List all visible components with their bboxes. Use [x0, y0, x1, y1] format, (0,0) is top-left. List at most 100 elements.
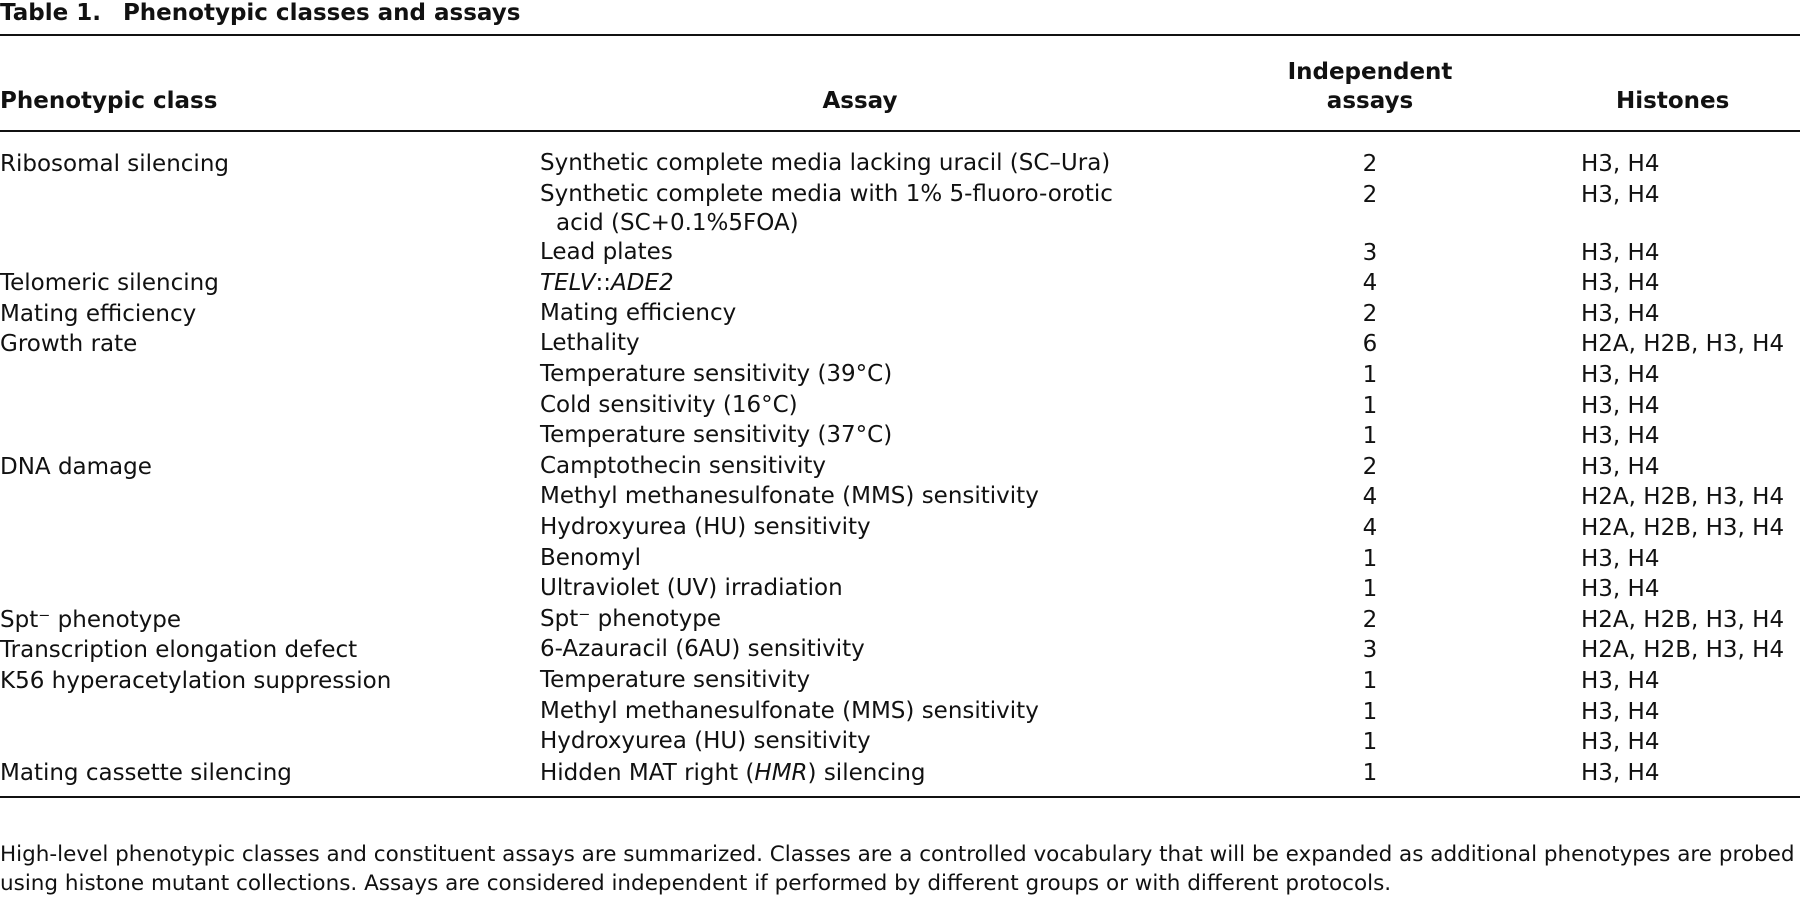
- table-row: Spt⁻ phenotype Spt⁻ phenotype 2 H2A, H2B, H…: [0, 605, 1800, 636]
- class-cell: Mating efficiency: [0, 300, 197, 327]
- column-header: Phenotypic class: [0, 36, 540, 132]
- count-cell: 1: [1180, 757, 1560, 799]
- table-row: Ribosomal silencing Synthetic complete me…: [0, 131, 1800, 180]
- histones-cell: H3, H4: [1560, 757, 1800, 799]
- count-cell: 1: [1362, 361, 1378, 388]
- histones-cell: H2A, H2B, H3, H4: [1581, 331, 1785, 358]
- class-cell: [0, 391, 540, 422]
- assay-italic: HMR: [754, 759, 808, 786]
- table-row: Mating cassette silencing Hidden MAT righ…: [0, 757, 1800, 799]
- class-cell: Growth rate: [0, 331, 138, 358]
- histones-cell: H2A, H2B, H3, H4: [1581, 514, 1785, 541]
- table-row: Telomeric silencing TELV::ADE2 4 H3, H4: [0, 268, 1800, 299]
- table-row: Lead plates 3 H3, H4: [0, 238, 1800, 269]
- histones-cell: H3, H4: [1581, 270, 1660, 297]
- histones-cell: H2A, H2B, H3, H4: [1581, 637, 1785, 664]
- count-cell: 4: [1362, 484, 1378, 511]
- count-cell: 1: [1362, 729, 1378, 756]
- assay-cell: Camptothecin sensitivity: [540, 452, 827, 479]
- histones-cell: H2A, H2B, H3, H4: [1581, 484, 1785, 511]
- assay-cell: 6-Azauracil (6AU) sensitivity: [540, 636, 865, 663]
- count-cell: 1: [1362, 545, 1378, 572]
- histones-cell: H3, H4: [1581, 667, 1660, 694]
- assay-italic: TELV: [540, 270, 596, 297]
- column-header: Histones: [1560, 36, 1800, 132]
- class-cell: [0, 180, 540, 238]
- histones-cell: H3, H4: [1581, 698, 1660, 725]
- table-row: Hydroxyurea (HU) sensitivity 1 H3, H4: [0, 727, 1800, 758]
- table-row: Synthetic complete media with 1% 5-fluor…: [0, 180, 1800, 238]
- column-header: Independent assays: [1180, 36, 1560, 132]
- class-cell: [0, 360, 540, 391]
- class-cell: Mating cassette silencing: [0, 757, 540, 799]
- count-cell: 4: [1362, 270, 1378, 297]
- table-body: Ribosomal silencing Synthetic complete me…: [0, 131, 1800, 799]
- class-cell: Spt⁻ phenotype: [0, 606, 182, 633]
- count-cell: 3: [1362, 239, 1378, 266]
- class-cell: Ribosomal silencing: [0, 151, 230, 177]
- table-title: Table 1. Phenotypic classes and assays: [0, 0, 520, 26]
- histones-cell: H3, H4: [1581, 729, 1660, 756]
- class-cell: [0, 482, 540, 513]
- count-cell: 2: [1362, 151, 1378, 177]
- table-row: Ultraviolet (UV) irradiation 1 H3, H4: [0, 574, 1800, 605]
- class-cell: Transcription elongation defect: [0, 637, 358, 664]
- assay-italic: ADE2: [610, 270, 674, 297]
- class-cell: [0, 421, 540, 452]
- header-row: Phenotypic class Assay Independent assay…: [0, 36, 1800, 132]
- table-row: Methyl methanesulfonate (MMS) sensitivit…: [0, 482, 1800, 513]
- count-cell: 1: [1362, 698, 1378, 725]
- class-cell: Telomeric silencing: [0, 270, 219, 297]
- table-row: K56 hyperacetylation suppression Temperat…: [0, 666, 1800, 697]
- assay-cell: Lead plates: [540, 238, 673, 265]
- histones-cell: H3, H4: [1581, 300, 1660, 327]
- assay-cell: Synthetic complete media with 1% 5-fluor…: [540, 180, 1113, 236]
- table-row: DNA damage Camptothecin sensitivity 2 H3, H…: [0, 452, 1800, 483]
- count-cell: 1: [1362, 423, 1378, 450]
- histones-cell: H3, H4: [1581, 361, 1660, 388]
- count-cell: 1: [1362, 576, 1378, 603]
- count-cell: 2: [1362, 453, 1378, 480]
- count-cell: 2: [1362, 606, 1378, 633]
- top-rule: [0, 34, 1800, 36]
- assay-cell: Lethality: [540, 330, 640, 357]
- assay-cell: Temperature sensitivity (37°C): [540, 422, 893, 449]
- assay-text: ) silencing: [807, 759, 926, 786]
- table-label: Table 1.: [0, 0, 101, 26]
- class-cell: DNA damage: [0, 453, 152, 480]
- histones-cell: H2A, H2B, H3, H4: [1581, 606, 1785, 633]
- assay-cell: Mating efficiency: [540, 299, 737, 326]
- assay-cell: Temperature sensitivity (39°C): [540, 360, 893, 387]
- histones-cell: H3, H4: [1581, 392, 1660, 419]
- column-header-text: Independent assays: [1287, 59, 1453, 114]
- assay-cell: Cold sensitivity (16°C): [540, 391, 798, 418]
- histones-cell: H3, H4: [1581, 576, 1660, 603]
- assay-cell: Methyl methanesulfonate (MMS) sensitivit…: [540, 697, 1039, 724]
- count-cell: 4: [1362, 514, 1378, 541]
- histones-cell: H3, H4: [1581, 453, 1660, 480]
- assay-cell: Temperature sensitivity: [540, 666, 811, 693]
- count-cell: 2: [1362, 300, 1378, 327]
- class-cell: [0, 727, 540, 758]
- assay-text: Hidden MAT right (: [540, 759, 755, 786]
- histones-cell: H3, H4: [1581, 151, 1660, 177]
- count-cell: 1: [1362, 392, 1378, 419]
- histones-cell: H3, H4: [1581, 239, 1660, 266]
- class-cell: [0, 574, 540, 605]
- table-row: Transcription elongation defect 6-Azaurac…: [0, 635, 1800, 666]
- table-row: Cold sensitivity (16°C) 1 H3, H4: [0, 391, 1800, 422]
- table-row: Methyl methanesulfonate (MMS) sensitivit…: [0, 697, 1800, 728]
- histones-cell: H3, H4: [1581, 181, 1660, 208]
- column-header: Assay: [540, 36, 1180, 132]
- table-row: Hydroxyurea (HU) sensitivity 4 H2A, H2B, H…: [0, 513, 1800, 544]
- assay-cell: Hydroxyurea (HU) sensitivity: [540, 728, 871, 755]
- phenotype-table: Phenotypic class Assay Independent assay…: [0, 36, 1800, 799]
- assay-cell: Benomyl: [540, 544, 641, 571]
- table-row: Temperature sensitivity (39°C) 1 H3, H4: [0, 360, 1800, 391]
- table-row: Mating efficiency Mating efficiency 2 H3, H…: [0, 299, 1800, 330]
- histones-cell: H3, H4: [1581, 423, 1660, 450]
- footnote: High-level phenotypic classes and consti…: [0, 842, 1795, 896]
- assay-cell: Methyl methanesulfonate (MMS) sensitivit…: [540, 483, 1039, 510]
